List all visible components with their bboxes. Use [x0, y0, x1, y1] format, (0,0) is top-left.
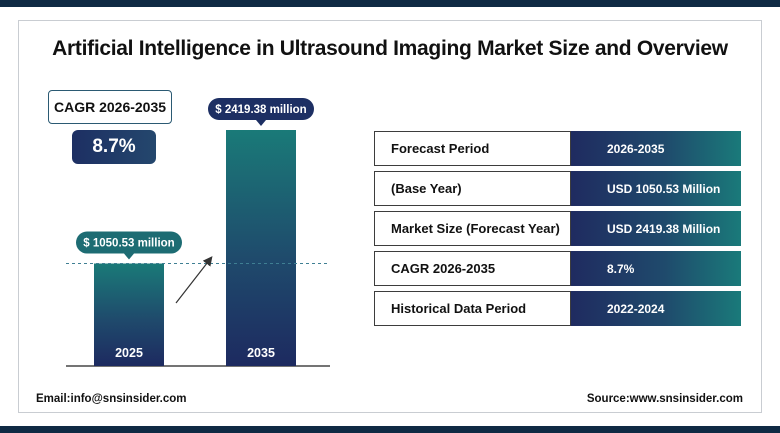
table-row-label: Market Size (Forecast Year) [374, 211, 571, 246]
table-row-label: Historical Data Period [374, 291, 571, 326]
data-label-pointer [256, 120, 266, 126]
top-band [0, 0, 780, 7]
table-row: Forecast Period 2026-2035 [374, 131, 741, 166]
table-row-label: CAGR 2026-2035 [374, 251, 571, 286]
table-row: (Base Year) USD 1050.53 Million [374, 171, 741, 206]
table-row-value: USD 1050.53 Million [571, 171, 741, 206]
footer-email: Email:info@snsinsider.com [36, 393, 187, 405]
table-row-label: (Base Year) [374, 171, 571, 206]
table-row-value: 2022-2024 [571, 291, 741, 326]
table-row-value: 2026-2035 [571, 131, 741, 166]
table-row: CAGR 2026-2035 8.7% [374, 251, 741, 286]
bar-2025 [94, 263, 164, 366]
category-label: 2035 [247, 346, 275, 360]
cagr-value-badge: 8.7% [72, 130, 156, 164]
data-label-pill [76, 231, 182, 254]
table-row-label: Forecast Period [374, 131, 571, 166]
data-label-pointer [124, 253, 134, 260]
category-label: 2025 [115, 346, 143, 360]
growth-arrow-icon [175, 256, 213, 304]
data-label: $ 1050.53 million [83, 238, 174, 250]
cagr-label-box: CAGR 2026-2035 [48, 90, 172, 124]
table-row: Historical Data Period 2022-2024 [374, 291, 741, 326]
data-label: $ 2419.38 million [215, 104, 306, 116]
bar-2035 [226, 130, 296, 366]
table-row-value: 8.7% [571, 251, 741, 286]
footer-source: Source:www.snsinsider.com [586, 393, 743, 405]
table-row: Market Size (Forecast Year) USD 2419.38 M… [374, 211, 741, 246]
page-title: Artificial Intelligence in Ultrasound Im… [52, 37, 728, 60]
table-row-value: USD 2419.38 Million [571, 211, 741, 246]
bottom-band [0, 426, 780, 433]
data-label-pill [208, 98, 314, 120]
